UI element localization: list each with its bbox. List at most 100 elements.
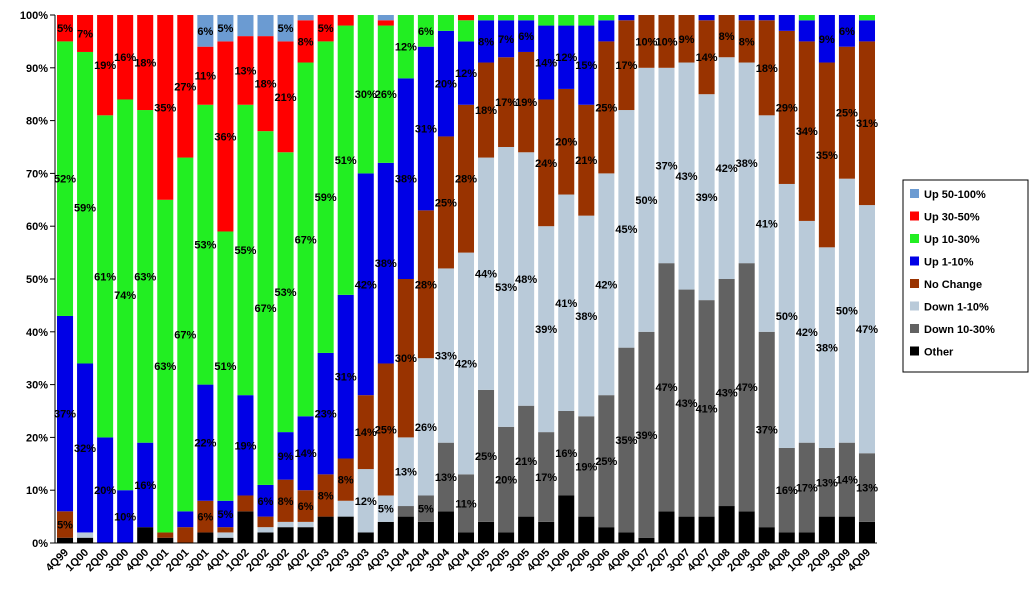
data-label: 74% bbox=[114, 290, 136, 302]
bar-segment bbox=[277, 527, 294, 543]
bar-segment bbox=[818, 15, 835, 63]
bar-segment bbox=[57, 315, 74, 512]
bar-segment bbox=[778, 183, 795, 448]
data-label: 20% bbox=[495, 475, 517, 487]
bar-segment bbox=[578, 104, 595, 216]
data-label: 25% bbox=[435, 197, 457, 209]
bar-segment bbox=[437, 511, 454, 543]
legend-label: Up 50-100% bbox=[924, 189, 986, 201]
y-tick-label: 0% bbox=[32, 538, 48, 550]
bar-segment bbox=[698, 20, 715, 95]
bar-segment bbox=[558, 411, 575, 496]
data-label: 14% bbox=[836, 475, 858, 487]
bar-segment bbox=[397, 516, 414, 543]
bar-segment bbox=[377, 15, 394, 21]
data-label: 61% bbox=[94, 271, 116, 283]
bar-segment bbox=[257, 131, 274, 485]
data-label: 43% bbox=[676, 398, 698, 410]
data-label: 44% bbox=[475, 269, 497, 281]
data-label: 16% bbox=[776, 485, 798, 497]
data-label: 50% bbox=[776, 311, 798, 323]
bar-segment bbox=[197, 532, 214, 543]
data-label: 17% bbox=[535, 472, 557, 484]
bar-segment bbox=[417, 210, 434, 359]
data-label: 8% bbox=[278, 496, 294, 508]
legend-swatch bbox=[910, 301, 919, 311]
bar-segment bbox=[77, 532, 94, 538]
bar-segment bbox=[638, 67, 655, 332]
data-label: 50% bbox=[836, 306, 858, 318]
bar-segment bbox=[718, 15, 735, 58]
y-tick-label: 80% bbox=[26, 116, 48, 128]
bar-segment bbox=[357, 173, 374, 396]
bar-segment bbox=[377, 20, 394, 26]
bar-segment bbox=[498, 147, 515, 427]
legend-swatch bbox=[910, 256, 919, 266]
data-label: 43% bbox=[676, 171, 698, 183]
bar-segment bbox=[558, 495, 575, 543]
bar-segment bbox=[658, 511, 675, 543]
data-label: 17% bbox=[615, 60, 637, 72]
data-label: 10% bbox=[655, 36, 677, 48]
legend-label: Up 10-30% bbox=[924, 234, 980, 246]
bar-segment bbox=[858, 453, 875, 522]
bar-segment bbox=[157, 532, 174, 538]
legend-label: No Change bbox=[924, 279, 982, 291]
bar-segment bbox=[538, 521, 555, 543]
data-label: 35% bbox=[154, 102, 176, 114]
bar-segment bbox=[798, 532, 815, 543]
bar-segment bbox=[437, 442, 454, 512]
bar-segment bbox=[417, 495, 434, 522]
data-label: 63% bbox=[154, 361, 176, 373]
legend-swatch bbox=[910, 279, 919, 288]
data-label: 20% bbox=[555, 137, 577, 149]
bar-segment bbox=[197, 500, 214, 533]
legend-label: Up 1-10% bbox=[924, 257, 974, 269]
bar-segment bbox=[858, 521, 875, 543]
data-label: 5% bbox=[418, 504, 434, 516]
bar-segment bbox=[297, 527, 314, 543]
data-label: 6% bbox=[258, 496, 274, 508]
bar-segment bbox=[297, 15, 314, 21]
bar-segment bbox=[277, 15, 294, 42]
bar-segment bbox=[518, 516, 535, 543]
data-label: 39% bbox=[635, 430, 657, 442]
data-label: 7% bbox=[498, 34, 514, 46]
data-label: 17% bbox=[796, 483, 818, 495]
bar-segment bbox=[638, 15, 655, 68]
data-label: 39% bbox=[535, 324, 557, 336]
bar-segment bbox=[257, 36, 274, 132]
bar-segment bbox=[858, 15, 875, 21]
bar-segment bbox=[558, 88, 575, 195]
bar-segment bbox=[257, 532, 274, 543]
bar-segment bbox=[257, 527, 274, 533]
bar-segment bbox=[638, 331, 655, 538]
data-label: 35% bbox=[816, 150, 838, 162]
data-label: 19% bbox=[515, 97, 537, 109]
data-label: 42% bbox=[716, 163, 738, 175]
bar-segment bbox=[277, 152, 294, 433]
bar-segment bbox=[317, 352, 334, 475]
bar-segment bbox=[417, 46, 434, 211]
bar-segment bbox=[377, 25, 394, 163]
bar-segment bbox=[57, 537, 74, 543]
bar-segment bbox=[778, 30, 795, 184]
data-label: 20% bbox=[435, 79, 457, 91]
data-label: 18% bbox=[134, 58, 156, 70]
data-label: 5% bbox=[217, 509, 233, 521]
data-label: 31% bbox=[856, 118, 878, 130]
y-tick-label: 10% bbox=[26, 485, 48, 497]
bar-segment bbox=[658, 15, 675, 68]
bar-segment bbox=[157, 15, 174, 200]
bar-segment bbox=[357, 532, 374, 543]
data-label: 45% bbox=[615, 224, 637, 236]
bar-segment bbox=[498, 532, 515, 543]
bar-segment bbox=[117, 15, 134, 100]
bar-segment bbox=[798, 442, 815, 533]
bar-segment bbox=[417, 521, 434, 543]
bar-segment bbox=[377, 495, 394, 522]
legend-label: Other bbox=[924, 347, 954, 359]
bar-segment bbox=[658, 67, 675, 264]
legend-swatch bbox=[910, 324, 919, 333]
data-label: 14% bbox=[535, 58, 557, 70]
